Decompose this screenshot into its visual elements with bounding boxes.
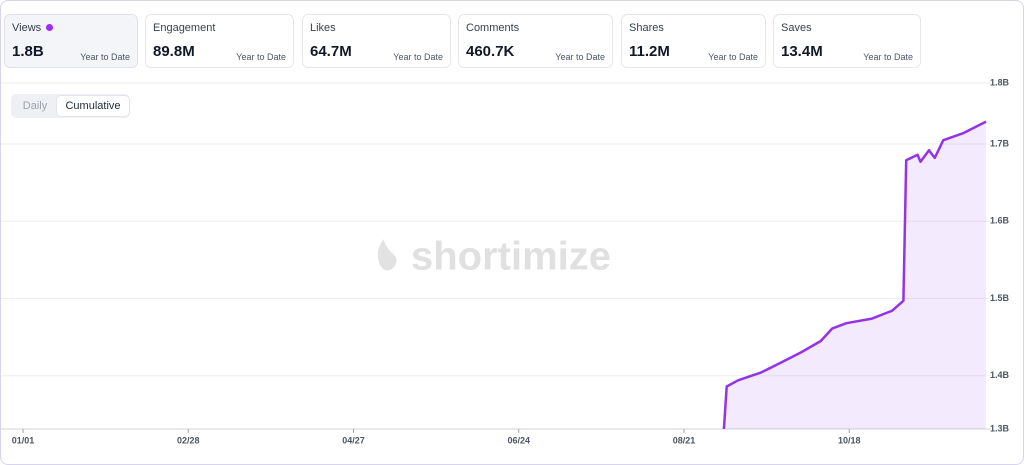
card-period: Year to Date bbox=[393, 52, 443, 62]
card-label-wrap: Views bbox=[12, 22, 54, 34]
card-value: 1.8B bbox=[12, 43, 44, 60]
area-fill bbox=[723, 121, 986, 429]
card-value: 64.7M bbox=[310, 43, 352, 60]
x-tick-label: 02/28 bbox=[177, 435, 200, 445]
x-tick-label: 10/18 bbox=[838, 435, 861, 445]
x-tick-label: 04/27 bbox=[342, 435, 365, 445]
card-period: Year to Date bbox=[708, 52, 758, 62]
metric-card[interactable]: Views 1.8B Year to Date bbox=[4, 14, 138, 68]
x-tick-label: 01/01 bbox=[12, 435, 35, 445]
daily-button[interactable]: Daily bbox=[22, 100, 48, 112]
card-label: Comments bbox=[466, 22, 520, 34]
card-period: Year to Date bbox=[555, 52, 605, 62]
card-period: Year to Date bbox=[236, 52, 286, 62]
y-tick-label: 1.4B bbox=[990, 370, 1010, 380]
card-label: Engagement bbox=[153, 22, 216, 34]
card-label: Likes bbox=[310, 22, 336, 34]
card-label: Shares bbox=[629, 22, 664, 34]
x-tick-label: 06/24 bbox=[507, 435, 530, 445]
card-value: 11.2M bbox=[629, 43, 670, 60]
y-tick-label: 1.5B bbox=[990, 293, 1010, 303]
card-value: 89.8M bbox=[153, 43, 195, 60]
view-toggle[interactable]: Daily Cumulative bbox=[11, 94, 130, 118]
card-period: Year to Date bbox=[80, 52, 130, 62]
watermark: shortimize bbox=[411, 235, 611, 279]
card-label: Views bbox=[12, 22, 42, 34]
y-tick-label: 1.7B bbox=[990, 138, 1010, 148]
y-tick-label: 1.6B bbox=[990, 216, 1010, 226]
metric-card[interactable]: Shares 11.2M Year to Date bbox=[621, 14, 766, 68]
card-label: Saves bbox=[781, 22, 812, 34]
card-value: 460.7K bbox=[466, 43, 515, 60]
y-tick-label: 1.8B bbox=[990, 77, 1010, 87]
metric-card[interactable]: Saves 13.4M Year to Date bbox=[773, 14, 921, 68]
x-tick-label: 08/21 bbox=[673, 435, 696, 445]
card-value: 13.4M bbox=[781, 43, 823, 60]
metric-card[interactable]: Comments 460.7K Year to Date bbox=[458, 14, 613, 68]
watermark-logo bbox=[377, 239, 397, 271]
cumulative-button[interactable]: Cumulative bbox=[57, 96, 129, 116]
metric-card[interactable]: Likes 64.7M Year to Date bbox=[302, 14, 451, 68]
metric-card[interactable]: Engagement 89.8M Year to Date bbox=[145, 14, 294, 68]
line bbox=[722, 120, 987, 430]
selected-dot bbox=[46, 24, 54, 31]
card-period: Year to Date bbox=[863, 52, 913, 62]
y-tick-label: 1.3B bbox=[990, 423, 1010, 433]
